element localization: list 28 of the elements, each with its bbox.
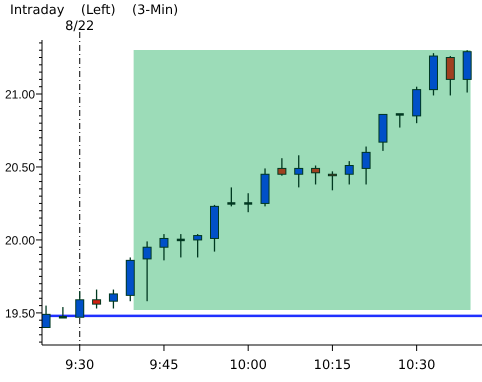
candlestick <box>159 233 168 262</box>
candlestick <box>362 146 371 186</box>
candlestick <box>142 240 152 302</box>
candlestick <box>92 288 102 310</box>
candlestick <box>394 113 406 128</box>
candlestick <box>176 233 186 258</box>
candlestick <box>294 154 304 188</box>
candlestick <box>58 306 68 319</box>
y-tick-label: 20.00 <box>4 233 36 248</box>
text: 8/22 <box>65 19 94 34</box>
candlestick <box>242 192 254 213</box>
candlestick <box>344 160 354 186</box>
candlestick <box>193 233 202 258</box>
x-tick-label: 9:45 <box>149 358 179 373</box>
candlestick <box>311 164 320 186</box>
x-tick-label: 10:30 <box>398 358 436 373</box>
x-tick-label: 9:30 <box>65 358 94 373</box>
chart-title: Intraday (Left) (3-Min) <box>10 3 178 18</box>
y-tick-label: 20.50 <box>4 160 36 174</box>
candlestick <box>226 186 237 208</box>
y-tick-label: 19.50 <box>4 306 36 320</box>
candlestick <box>75 290 84 318</box>
candlestick <box>277 158 286 176</box>
candlestick <box>108 288 118 310</box>
y-tick-label: 21.00 <box>4 87 36 102</box>
x-tick-label: 10:15 <box>314 358 352 373</box>
candlestick <box>446 55 455 96</box>
x-tick-label: 10:00 <box>229 358 267 373</box>
